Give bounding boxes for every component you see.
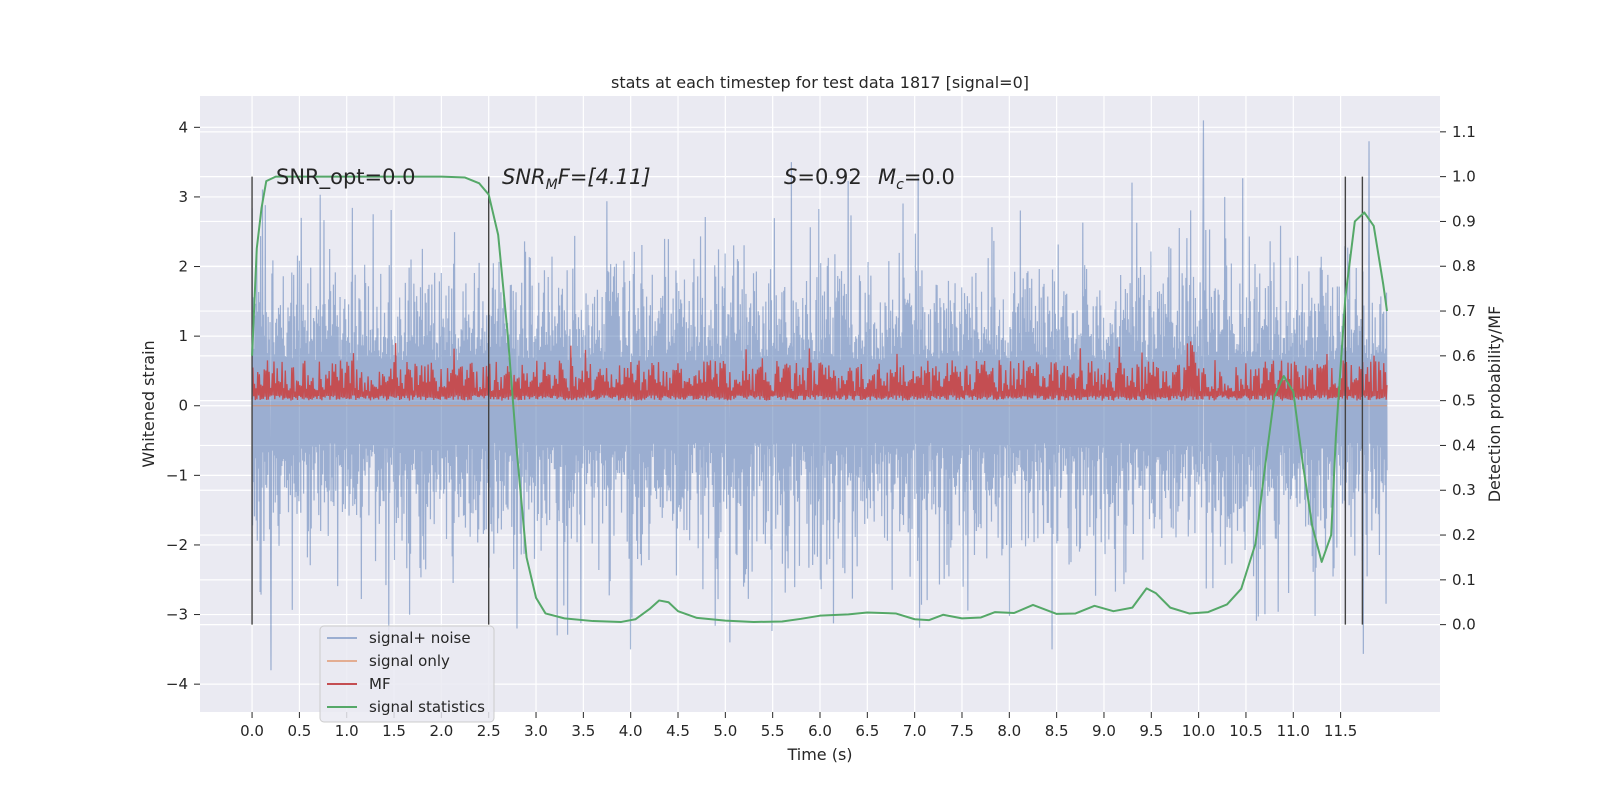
annotation-snr-mf: SNRMF=[4.11]: [502, 165, 651, 193]
x-tick-label: 4.5: [666, 722, 690, 740]
x-tick-label: 7.5: [950, 722, 974, 740]
y-tick-label-right: 0.4: [1452, 436, 1476, 454]
x-tick-label: 11.0: [1277, 722, 1310, 740]
y-axis-right-label: Detection probability/MF: [1485, 306, 1504, 503]
y-tick-label-left: −2: [166, 536, 188, 554]
annotation-mc: Mc=0.0: [878, 165, 955, 193]
y-tick-label-left: 2: [178, 258, 188, 276]
y-tick-label-left: −1: [166, 466, 188, 484]
legend-label-signal-noise: signal+ noise: [369, 629, 471, 647]
x-tick-label: 1.5: [382, 722, 406, 740]
y-tick-label-right: 1.1: [1452, 123, 1476, 141]
y-tick-label-left: 0: [178, 397, 188, 415]
x-tick-label: 5.5: [761, 722, 785, 740]
x-tick-label: 3.5: [571, 722, 595, 740]
x-tick-label: 6.0: [808, 722, 832, 740]
x-tick-label: 0.5: [287, 722, 311, 740]
y-tick-label-right: 1.0: [1452, 168, 1476, 186]
y-axis-left-ticks: 4 3 2 1 0 −1 −2 −3 −4: [166, 118, 200, 693]
x-tick-label: 0.0: [240, 722, 264, 740]
annotation-s: S=0.92: [784, 165, 862, 189]
y-tick-label-right: 0.5: [1452, 392, 1476, 410]
y-tick-label-right: 0.0: [1452, 616, 1476, 634]
legend-label-signal-statistics: signal statistics: [369, 698, 485, 716]
annotation-mc-symbol: M: [878, 165, 896, 189]
x-tick-label: 8.0: [997, 722, 1021, 740]
x-tick-label: 4.0: [619, 722, 643, 740]
y-axis-right-ticks: 1.1 1.0 0.9 0.8 0.7 0.6 0.5 0.4 0.3 0.2 0.1 0.0: [1440, 123, 1476, 634]
annotation-s-symbol: S: [784, 165, 797, 189]
x-tick-label: 2.5: [477, 722, 501, 740]
y-tick-label-left: 4: [178, 118, 188, 136]
y-tick-label-left: −4: [166, 675, 188, 693]
y-tick-label-right: 0.9: [1452, 212, 1476, 230]
annotation-s-value: =0.92: [797, 165, 861, 189]
signal-noise-line: [251, 120, 1388, 671]
chart-title: stats at each timestep for test data 181…: [611, 73, 1029, 92]
x-tick-label: 5.0: [713, 722, 737, 740]
mf-line: [251, 341, 1388, 401]
y-tick-label-left: 3: [178, 188, 188, 206]
annotation-mc-subscript: c: [896, 177, 904, 193]
x-tick-label: 10.5: [1229, 722, 1262, 740]
legend-label-mf: MF: [369, 675, 391, 693]
x-tick-label: 8.5: [1045, 722, 1069, 740]
x-tick-label: 6.5: [855, 722, 879, 740]
y-tick-label-left: 1: [178, 327, 188, 345]
annotation-snr-mf-symbol: SNR: [502, 165, 546, 189]
y-tick-label-right: 0.7: [1452, 302, 1476, 320]
x-tick-label: 7.0: [903, 722, 927, 740]
series-signal-noise: [251, 120, 1388, 671]
x-tick-label: 9.5: [1139, 722, 1163, 740]
y-tick-label-right: 0.6: [1452, 347, 1476, 365]
legend-label-signal-only: signal only: [369, 652, 450, 670]
legend-box: [319, 625, 495, 723]
signal-statistics-line: [251, 175, 1388, 623]
annotation-snr-mf-subscript: M: [546, 177, 558, 193]
x-tick-label: 9.0: [1092, 722, 1116, 740]
x-axis-ticks: 0.0 0.5 1.0 1.5 2.0 2.5 3.0 3.5 4.0 4.5 5.0 5.5 6.0 6…: [240, 712, 1357, 740]
x-tick-label: 3.0: [524, 722, 548, 740]
x-tick-label: 2.0: [429, 722, 453, 740]
y-tick-label-right: 0.1: [1452, 571, 1476, 589]
y-tick-label-right: 0.2: [1452, 526, 1476, 544]
annotation-snr-opt: SNR_opt=0.0: [276, 165, 416, 190]
legend: signal+ noise signal only MF signal stat…: [319, 625, 495, 723]
y-axis-left-label: Whitened strain: [139, 340, 158, 467]
y-tick-label-right: 0.3: [1452, 481, 1476, 499]
x-tick-label: 1.0: [335, 722, 359, 740]
series-mf: [251, 341, 1388, 401]
annotation-snr-mf-value: F=[4.11]: [558, 165, 651, 189]
series-signal-statistics: [251, 175, 1388, 623]
annotation-mc-value: =0.0: [904, 165, 955, 189]
x-tick-label: 10.0: [1182, 722, 1215, 740]
y-tick-label-left: −3: [166, 606, 188, 624]
x-axis-label: Time (s): [786, 745, 852, 764]
y-tick-label-right: 0.8: [1452, 257, 1476, 275]
x-tick-label: 11.5: [1324, 722, 1357, 740]
vertical-markers: [251, 176, 1364, 625]
